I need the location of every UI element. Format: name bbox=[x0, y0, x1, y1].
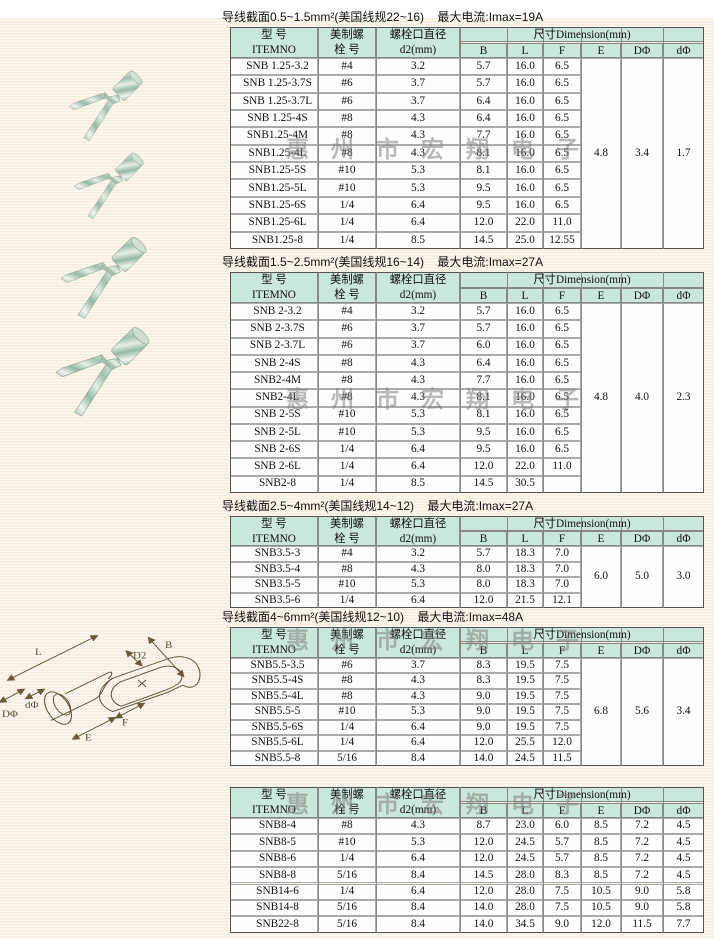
svg-text:L: L bbox=[35, 648, 42, 658]
svg-text:E: E bbox=[85, 733, 92, 743]
svg-text:D2: D2 bbox=[133, 651, 146, 661]
svg-text:B: B bbox=[165, 641, 172, 651]
svg-text:F: F bbox=[122, 718, 128, 728]
svg-text:DΦ: DΦ bbox=[2, 709, 18, 719]
svg-text:dΦ: dΦ bbox=[25, 701, 39, 711]
